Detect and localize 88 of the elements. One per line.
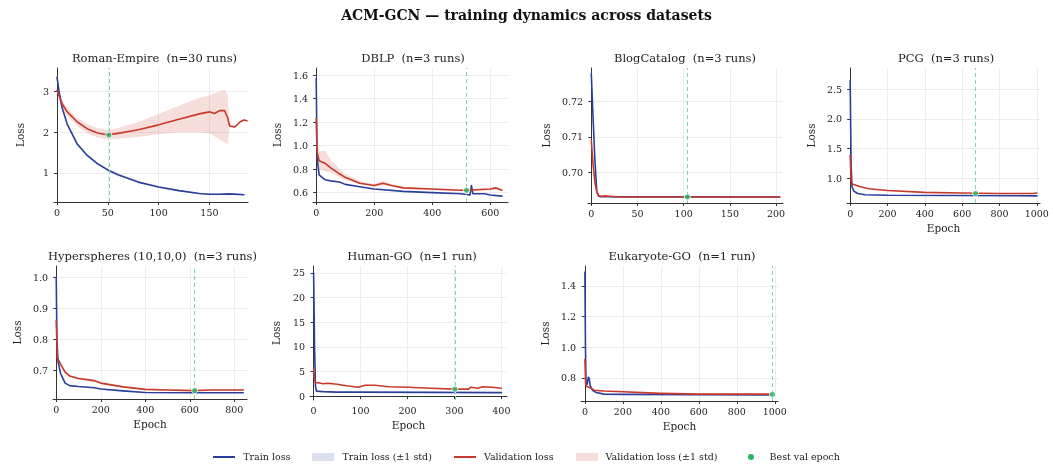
x-tick-label: 100 xyxy=(351,404,370,416)
y-axis-title: Loss xyxy=(804,123,817,148)
x-tick-label: 50 xyxy=(631,207,644,219)
legend-label: Train loss xyxy=(243,451,291,462)
text: ACM-GCN — training dynamics across datasets xyxy=(340,7,713,23)
y-tick-label: 0.8 xyxy=(32,334,49,346)
x-tick-label: 100 xyxy=(149,206,168,218)
y-tick-label: 1.0 xyxy=(32,271,49,283)
y-tick-label: 1.2 xyxy=(560,311,577,323)
y-axis-title: Loss xyxy=(539,123,552,148)
chart-title: Roman-Empire (n=30 runs) xyxy=(71,51,238,65)
x-tick-label: 200 xyxy=(91,403,110,415)
x-axis-title: Epoch xyxy=(133,418,167,431)
x-tick-label: 200 xyxy=(878,207,897,219)
y-tick-label: 1.6 xyxy=(292,69,309,81)
y-axis-title: Loss xyxy=(269,320,282,346)
x-axis-title: Epoch xyxy=(926,222,961,235)
y-tick-label: 0 xyxy=(298,390,305,402)
x-tick-label: 400 xyxy=(915,207,934,219)
y-tick-label: 0.9 xyxy=(32,302,49,314)
y-tick-label: 1.4 xyxy=(292,93,309,105)
x-tick-label: 1000 xyxy=(762,405,787,417)
y-tick-label: 2.0 xyxy=(826,113,843,125)
y-tick-label: 1.0 xyxy=(826,172,843,184)
x-tick-label: 400 xyxy=(492,404,511,416)
x-tick-label: 0 xyxy=(310,404,317,416)
x-tick-label: 200 xyxy=(613,405,632,417)
y-tick-label: 0.7 xyxy=(32,365,49,377)
x-tick-label: 1000 xyxy=(1024,207,1049,219)
y-axis-title: Loss xyxy=(270,122,283,148)
x-tick-label: 600 xyxy=(481,206,500,218)
y-tick-label: 3 xyxy=(42,86,49,98)
x-tick-label: 600 xyxy=(180,403,199,415)
chart-title: DBLP (n=3 runs) xyxy=(361,51,465,65)
y-tick-label: 0.8 xyxy=(560,372,577,384)
x-tick-label: 150 xyxy=(720,207,739,219)
x-tick-label: 200 xyxy=(365,206,384,218)
x-tick-label: 0 xyxy=(588,207,595,219)
y-tick-label: 0.71 xyxy=(561,131,584,143)
x-tick-label: 0 xyxy=(313,206,320,218)
x-tick-label: 100 xyxy=(674,207,693,219)
text: Train loss (±1 std) xyxy=(342,451,432,462)
x-tick-label: 400 xyxy=(423,206,442,218)
x-tick-label: 400 xyxy=(136,403,155,415)
x-tick-label: 300 xyxy=(445,404,464,416)
y-tick-label: 5 xyxy=(298,365,305,377)
chart-title: BlogCatalog (n=3 runs) xyxy=(613,51,757,65)
chart-title: PCG (n=3 runs) xyxy=(897,51,995,65)
y-tick-label: 0.70 xyxy=(561,166,584,178)
y-axis-title: Loss xyxy=(13,122,26,148)
x-axis-title: Epoch xyxy=(662,420,697,433)
x-tick-label: 400 xyxy=(651,405,670,417)
x-tick-label: 800 xyxy=(225,403,244,415)
x-tick-label: 0 xyxy=(847,207,854,219)
x-tick-label: 200 xyxy=(767,207,786,219)
text: Validation loss (±1 std) xyxy=(605,451,718,462)
x-tick-label: 200 xyxy=(398,404,417,416)
legend-label: Best val epoch xyxy=(769,451,840,462)
y-tick-label: 2 xyxy=(42,126,49,138)
y-tick-label: 1.4 xyxy=(560,280,577,292)
y-tick-label: 20 xyxy=(292,292,305,304)
y-tick-label: 1.0 xyxy=(560,341,577,353)
y-tick-label: 1.0 xyxy=(292,140,309,152)
y-tick-label: 25 xyxy=(292,267,305,279)
chart-title: Eukaryote-GO (n=1 run) xyxy=(608,249,756,263)
chart-title: Hyperspheres (10,10,0) (n=3 runs) xyxy=(48,249,257,263)
y-tick-label: 1 xyxy=(42,167,49,179)
x-tick-label: 0 xyxy=(53,403,60,415)
y-tick-label: 1.5 xyxy=(826,143,843,155)
y-tick-label: 10 xyxy=(292,341,305,353)
x-tick-label: 50 xyxy=(101,206,114,218)
x-tick-label: 600 xyxy=(953,207,972,219)
x-axis-title: Epoch xyxy=(391,419,426,432)
legend-label: Validation loss xyxy=(483,451,554,462)
chart-title: Human-GO (n=1 run) xyxy=(347,249,477,263)
y-axis-title: Loss xyxy=(10,320,23,345)
y-tick-label: 0.72 xyxy=(561,95,584,107)
y-tick-label: 15 xyxy=(292,316,305,328)
y-axis-title: Loss xyxy=(538,321,551,346)
x-tick-label: 600 xyxy=(689,405,708,417)
x-tick-label: 800 xyxy=(990,207,1009,219)
y-tick-label: 0.8 xyxy=(292,163,309,175)
y-tick-label: 2.5 xyxy=(826,83,843,95)
x-tick-label: 150 xyxy=(200,206,219,218)
x-tick-label: 800 xyxy=(727,405,746,417)
y-tick-label: 1.2 xyxy=(292,116,309,128)
x-tick-label: 0 xyxy=(54,206,61,218)
y-tick-label: 0.6 xyxy=(292,187,309,199)
